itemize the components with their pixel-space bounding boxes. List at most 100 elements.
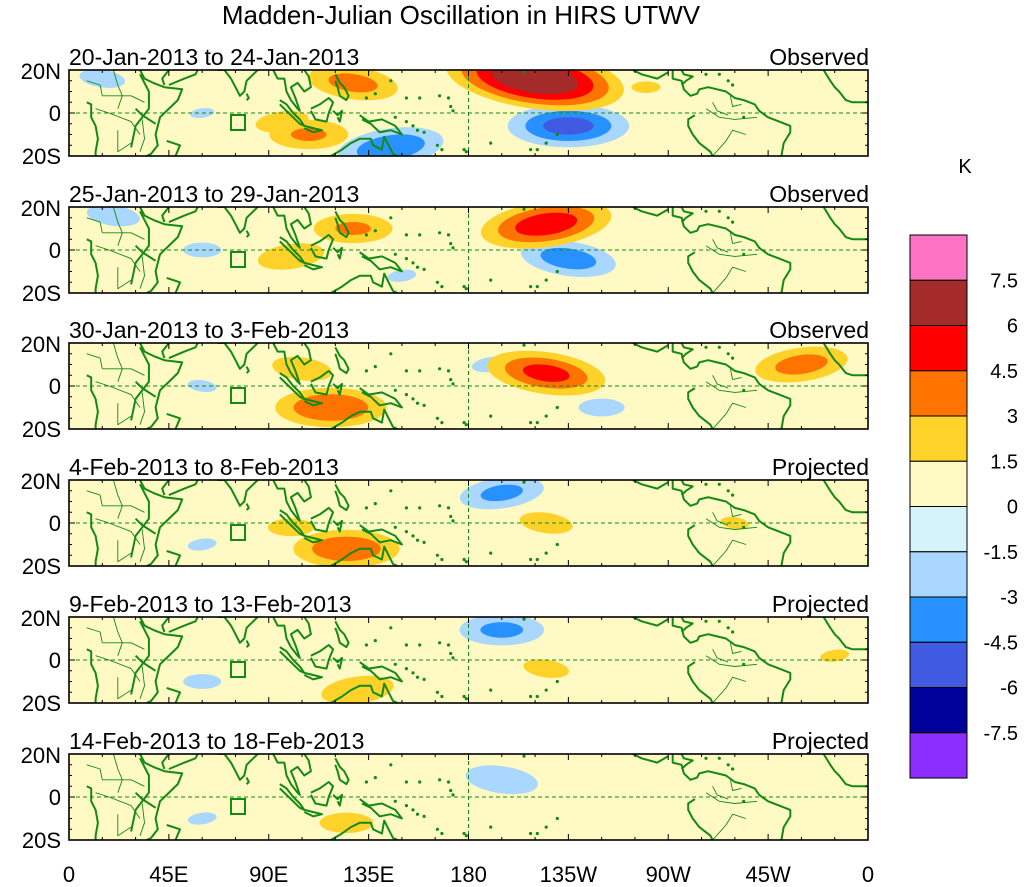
country-border [117,403,132,426]
coastline [822,207,868,241]
coastline [687,661,714,703]
coastline [134,654,157,672]
ticks [68,342,869,430]
longitude-label: 0 [63,862,75,887]
island [418,369,422,373]
coastline [334,620,350,649]
island [535,148,539,152]
island [435,553,439,557]
coastline [168,343,199,360]
coastline [245,93,250,101]
latitude-label: 20S [22,828,61,853]
country-border [102,642,145,650]
contour-band [480,622,524,638]
island [522,207,526,211]
island [489,825,493,829]
island [544,551,548,555]
coastline [822,754,868,788]
island [529,831,533,836]
island [449,514,453,519]
longitude-label: 180 [450,862,487,887]
island [509,750,512,753]
contour-band [312,536,381,561]
coastline [680,343,694,359]
island [489,688,493,692]
coastline [303,261,323,271]
coastline [319,408,398,429]
island [555,542,559,547]
coastline [245,777,250,785]
coastline [822,617,868,651]
longitude-axis: 0 45E 90E 135E 180 135W 90W 45W 0 [63,862,874,887]
country-border [117,540,132,563]
island [438,94,442,98]
island [389,489,393,493]
coastline [272,207,312,249]
map-panel-6: 14-Feb-2013 to 18-Feb-2013 Projected 20N 0 2… [21,728,869,853]
latitude-label: 20S [22,417,61,442]
colorbar-swatch [909,596,968,643]
coastline [168,70,199,86]
coastline [86,101,99,156]
island [404,530,408,534]
island [422,540,426,545]
country-border [729,95,742,107]
anomaly-feature [338,127,444,156]
island [462,148,466,152]
island [555,132,559,137]
island [364,369,368,373]
island [404,120,408,124]
island [529,694,533,699]
coastline [334,346,350,375]
coastline [134,380,157,398]
coastline [303,808,323,818]
latitude-label: 20N [21,332,61,357]
coastline [130,73,150,148]
island [726,79,730,83]
coastline [822,70,868,104]
island [404,780,408,784]
island [393,662,397,666]
island [389,216,393,220]
island [389,352,393,356]
contour-band [86,207,140,227]
contour-band [187,812,217,825]
country-border [729,779,742,791]
coastline [130,210,150,285]
coastline [632,70,669,80]
contour-band [631,81,661,93]
coastline [279,99,306,127]
contour-band [319,812,374,833]
coastline [166,139,181,156]
coastline [161,207,170,223]
island [435,690,439,694]
colorbar-swatch [909,641,968,689]
latitude-label: 20S [22,691,61,716]
anomaly-feature [523,659,569,678]
coastline [130,346,150,421]
island [555,405,559,410]
anomaly-feature [187,812,217,825]
island [522,480,526,484]
coastline [217,617,259,644]
island [462,557,466,562]
coastline [332,382,343,396]
country-border [729,642,742,654]
coastline [139,343,184,429]
panel-period-label: 14-Feb-2013 to 18-Feb-2013 [69,728,364,754]
island [742,799,746,803]
longitude-label: 90E [249,862,288,887]
country-border [95,518,141,545]
country-border [712,512,729,526]
island [415,128,420,132]
island [435,280,439,284]
anomaly-feature [308,70,398,101]
coastline [359,251,403,273]
coastline [310,644,335,670]
contour-band [187,538,217,551]
coastline [359,524,403,546]
island [373,229,377,233]
country-border [712,813,747,840]
island [731,493,735,497]
